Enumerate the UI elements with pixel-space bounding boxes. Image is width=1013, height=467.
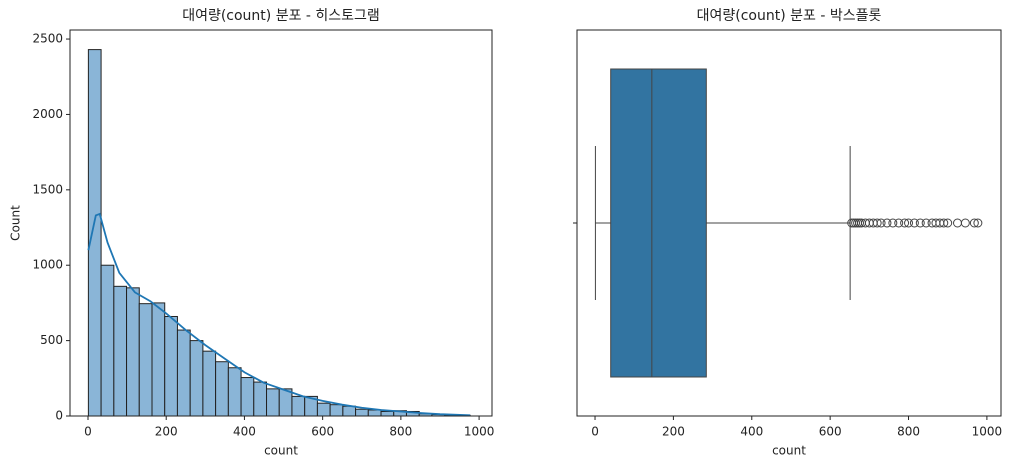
x-tick-label: 400 xyxy=(740,425,763,439)
bar xyxy=(316,402,331,417)
bar xyxy=(240,377,255,417)
y-tick-label: 500 xyxy=(40,333,63,347)
outlier xyxy=(960,218,970,228)
bar xyxy=(278,388,293,417)
y-axis-label: Count xyxy=(9,205,23,241)
x-tick-label: 1000 xyxy=(464,425,495,439)
x-tick-label: 0 xyxy=(591,425,599,439)
bar xyxy=(126,287,140,417)
outlier xyxy=(904,218,914,228)
bar xyxy=(380,410,395,417)
x-tick-label: 800 xyxy=(897,425,920,439)
bar xyxy=(227,367,242,417)
bar xyxy=(291,395,306,417)
bar xyxy=(176,329,191,417)
outlier xyxy=(894,218,904,228)
chart-title: 대여량(count) 분포 - 박스플롯 xyxy=(697,8,882,24)
x-tick-label: 1000 xyxy=(972,425,1003,439)
bar xyxy=(164,315,178,417)
bar xyxy=(189,340,204,417)
bar xyxy=(215,361,229,417)
outlier xyxy=(915,218,925,228)
y-tick-label: 2000 xyxy=(32,107,63,121)
outlier xyxy=(900,218,910,228)
bar xyxy=(202,350,217,417)
x-tick-label: 600 xyxy=(819,425,842,439)
outlier xyxy=(876,218,886,228)
bar xyxy=(113,285,128,417)
outlier xyxy=(909,218,919,228)
outlier xyxy=(969,218,979,228)
y-tick-label: 1000 xyxy=(32,258,63,272)
bar xyxy=(355,408,369,417)
x-axis-label: count xyxy=(264,444,298,458)
x-tick-label: 0 xyxy=(84,425,92,439)
y-tick-label: 1500 xyxy=(32,182,63,196)
axes-frame xyxy=(69,29,493,417)
bar xyxy=(87,49,102,417)
x-tick-label: 800 xyxy=(389,425,412,439)
y-tick-label: 2500 xyxy=(32,32,63,46)
axes-frame xyxy=(576,29,1002,417)
outlier xyxy=(882,218,892,228)
y-tick-label: 0 xyxy=(55,409,63,423)
bar xyxy=(138,303,153,417)
outlier xyxy=(973,218,983,228)
bar xyxy=(151,302,166,417)
outlier xyxy=(939,218,949,228)
box xyxy=(610,68,707,378)
x-axis-label: count xyxy=(772,444,806,458)
bar xyxy=(100,264,115,417)
outlier xyxy=(943,218,953,228)
bar xyxy=(253,381,268,417)
x-tick-label: 600 xyxy=(311,425,334,439)
bar xyxy=(329,404,344,417)
x-tick-label: 200 xyxy=(662,425,685,439)
bar xyxy=(367,409,382,417)
x-tick-label: 400 xyxy=(233,425,256,439)
outlier xyxy=(888,218,898,228)
x-tick-label: 200 xyxy=(155,425,178,439)
bar xyxy=(342,405,357,417)
chart-title: 대여량(count) 분포 - 히스토그램 xyxy=(182,8,380,24)
kde-line xyxy=(87,212,471,417)
outlier xyxy=(921,218,931,228)
bar xyxy=(266,388,280,417)
outlier xyxy=(872,218,882,228)
